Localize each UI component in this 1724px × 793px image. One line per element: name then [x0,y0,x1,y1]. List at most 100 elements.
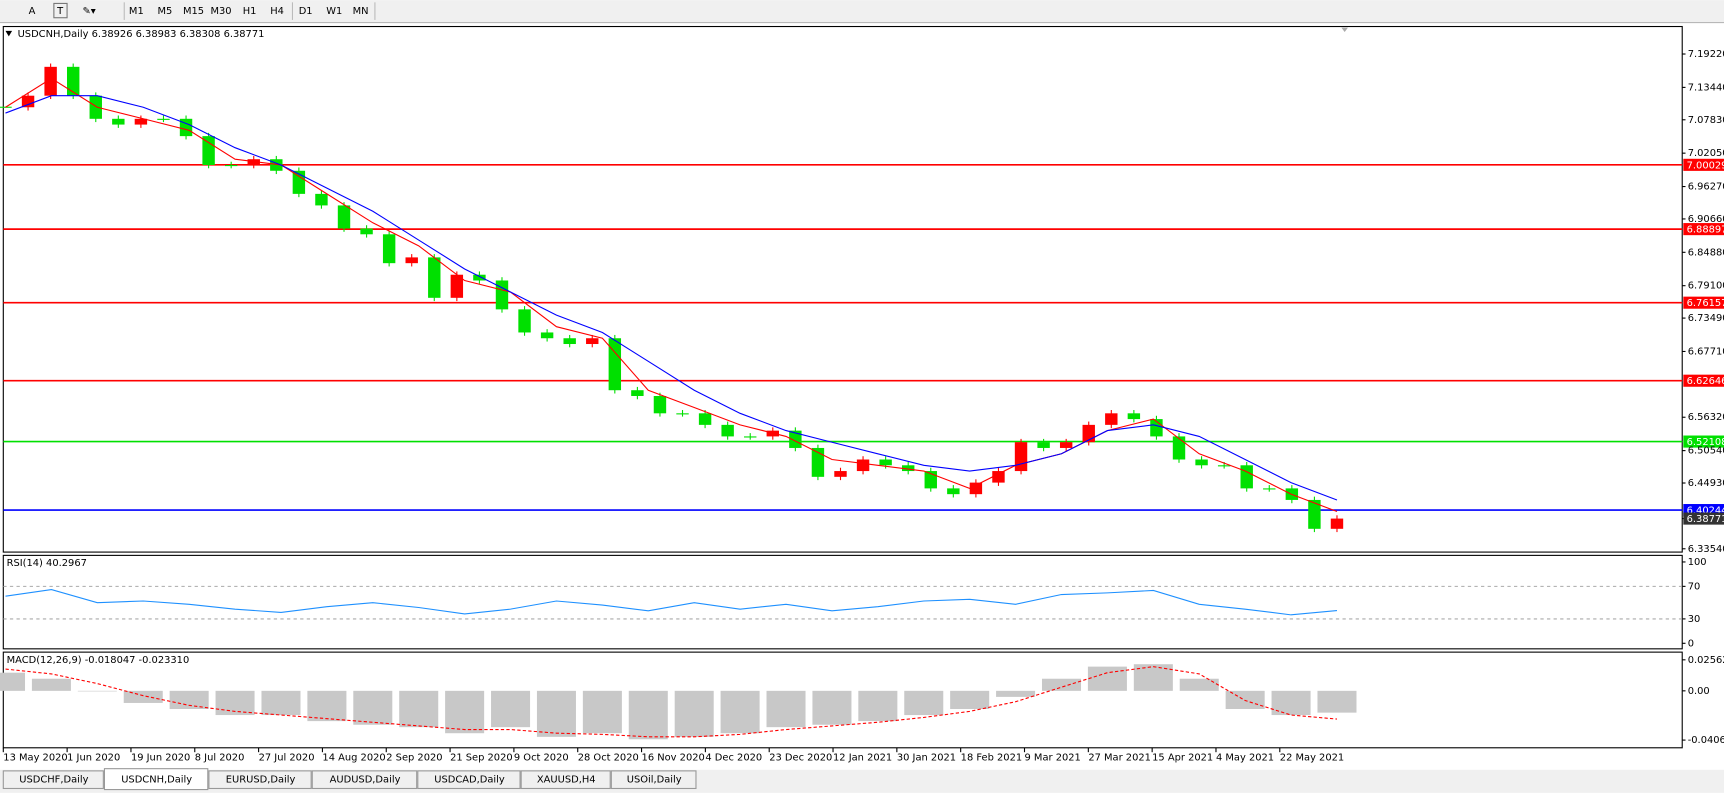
y-tick-label: 7.19220 [1688,49,1724,60]
x-tick-label: 1 Jun 2020 [67,753,120,764]
level-label: 6.40244 [1687,506,1724,517]
macd-bar [399,690,439,728]
candle [1059,442,1073,448]
macd-bar [858,690,898,722]
label-tool[interactable]: T [56,6,64,17]
candle [563,338,576,345]
candle [428,257,441,298]
candle [1127,413,1141,420]
macd-bar [536,690,576,737]
x-tick-label: 18 Feb 2021 [961,753,1022,764]
price-panel [2,25,1683,553]
tab-label[interactable]: AUDUSD,Daily [330,775,401,786]
macd-bar [77,690,117,692]
x-tick-label: 19 Jun 2020 [131,753,190,764]
candle [179,118,193,137]
tab-label[interactable]: USDCAD,Daily [434,775,505,786]
moving-average [5,77,1338,513]
level-label-bg [1683,374,1724,387]
text-tool[interactable]: A [29,6,36,17]
candle [247,159,260,165]
timeframe-button[interactable]: MN [353,6,369,17]
macd-signal [5,666,1338,738]
tab-label[interactable]: USDCNH,Daily [121,775,192,786]
tab[interactable] [208,770,312,790]
timeframe-button[interactable]: M30 [210,6,231,17]
y-tick-label: 6.84880 [1688,247,1724,258]
shapes-tool[interactable]: ✎▾ [82,6,95,17]
y-tick-label: 0.00 [1688,686,1710,697]
x-tick-label: 12 Jan 2021 [833,753,892,764]
level-label-bg [1683,435,1724,448]
tab[interactable] [103,768,209,791]
x-tick-label: 22 May 2021 [1280,753,1344,764]
candle [540,332,554,339]
panel-title: USDCNH,Daily 6.38926 6.38983 6.38308 6.3… [18,29,265,40]
timeframe-button[interactable]: M5 [158,6,173,17]
macd-bar [169,690,209,710]
timeframe-button[interactable]: W1 [326,6,342,17]
panel-title: MACD(12,26,9) -0.018047 -0.023310 [7,655,190,666]
level-label-bg [1683,223,1724,236]
y-tick-label: 0.025623 [1688,655,1724,666]
level-label: 7.00029 [1687,160,1724,171]
y-tick-label: 6.73490 [1688,313,1724,324]
timeframe-button[interactable]: H4 [270,6,284,17]
macd-bar [720,690,760,734]
level-label-bg [1683,158,1724,171]
tab[interactable] [417,770,521,790]
x-tick-label: 15 Apr 2021 [1152,753,1213,764]
title-marker [5,30,13,37]
macd-bar [307,690,347,722]
candle [270,159,283,171]
macd-bar [1317,690,1357,713]
x-tick-label: 21 Sep 2020 [450,753,513,764]
macd-bar [1179,678,1219,691]
y-tick-label: 6.56320 [1688,412,1724,423]
macd-bar [812,690,852,725]
tab[interactable] [311,770,418,790]
y-tick-label: -0.04068 [1688,735,1724,746]
x-tick-label: 27 Jul 2020 [259,753,315,764]
macd-bar [1087,666,1127,691]
candle [21,95,35,108]
timeframe-button[interactable]: D1 [299,6,313,17]
x-tick-label: 30 Jan 2021 [897,753,956,764]
macd-bar [996,690,1036,697]
tab-label[interactable]: EURUSD,Daily [226,775,296,786]
chart-window [0,23,1724,771]
level-label: 6.76157 [1687,298,1724,309]
x-tick-label: 16 Nov 2020 [642,753,705,764]
macd-bar [261,690,301,716]
x-tick-label: 8 Jul 2020 [195,753,245,764]
tab[interactable] [610,770,697,790]
y-tick-label: 6.50540 [1688,446,1724,457]
candle [1172,436,1186,460]
tab-label[interactable]: USDCHF,Daily [19,775,88,786]
x-tick-label: 23 Dec 2020 [769,753,832,764]
candle [834,471,847,477]
macd-bar [628,690,668,740]
y-tick-label: 7.07830 [1688,115,1724,126]
timeframe-button[interactable]: H1 [243,6,257,17]
macd-bar [353,690,393,725]
candle [1195,459,1208,466]
tab[interactable] [2,770,104,790]
macd-bar [1041,678,1082,691]
timeframe-button[interactable]: M15 [183,6,204,17]
level-label: 6.88897 [1687,225,1724,236]
macd-bar [445,690,485,734]
y-tick-label: 7.13440 [1688,82,1724,93]
timeframe-button[interactable]: M1 [129,6,144,17]
tab[interactable] [520,770,611,790]
macd-bar [123,690,163,703]
tab-label[interactable]: USOil,Daily [627,775,682,786]
candle [789,430,802,448]
y-tick-label: 70 [1688,581,1701,592]
candle [1037,442,1050,448]
candle [450,274,464,298]
tab-label[interactable]: XAUUSD,H4 [537,775,596,786]
candle [721,424,734,437]
y-tick-label: 100 [1688,557,1707,568]
